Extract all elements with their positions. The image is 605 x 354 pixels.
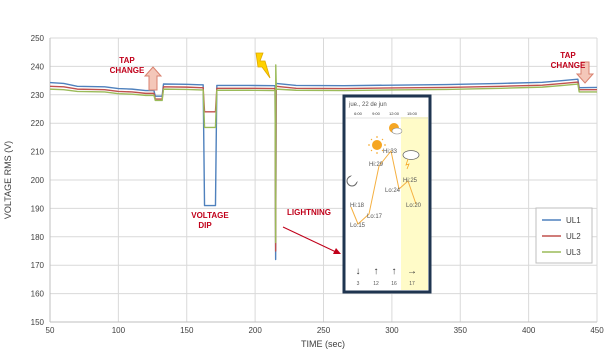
tap-change-label-2-line1: TAP <box>560 51 576 60</box>
x-tick-label: 100 <box>112 326 126 335</box>
wind-arrow-right-icon: → <box>407 266 417 277</box>
storm-cloud-icon <box>402 150 420 170</box>
wind-arrow-down-icon: ↓ <box>356 266 361 277</box>
legend-label-ul1: UL1 <box>566 216 581 225</box>
tap-change-annotation-2: TAP CHANGE <box>551 51 595 84</box>
y-tick-label: 240 <box>31 62 45 71</box>
lightning-pointer-arrow <box>282 226 337 253</box>
inset-time-4: 15:00 <box>407 111 418 116</box>
wind-arrow-up-icon: ↑ <box>374 266 379 277</box>
y-tick-label: 210 <box>31 148 45 157</box>
series-line-ul3 <box>50 64 597 244</box>
inset-wind-1: 3 <box>357 281 360 287</box>
inset-temperature-line <box>350 149 417 225</box>
x-tick-label: 300 <box>385 326 399 335</box>
wind-arrow-up-right-icon: ↑ <box>392 266 397 277</box>
tap-change-label-1-line1: TAP <box>119 56 135 65</box>
inset-time-3: 12:00 <box>389 111 400 116</box>
voltage-dip-annotation: VOLTAGE DIP <box>191 211 229 230</box>
x-tick-label: 450 <box>590 326 604 335</box>
inset-highlight-column <box>401 117 428 290</box>
x-tick-label: 400 <box>522 326 536 335</box>
x-tick-label: 350 <box>454 326 468 335</box>
lightning-label: LIGHTNING <box>287 208 331 217</box>
axes <box>49 38 597 323</box>
y-axis-label: VOLTAGE RMS (V) <box>3 141 13 219</box>
arrow-up-icon <box>143 66 163 91</box>
y-tick-label: 160 <box>31 290 45 299</box>
inset-label-hi-25: Hi:25 <box>403 178 418 184</box>
inset-date: jue., 22 de jun <box>348 102 387 108</box>
voltage-dip-label-line2: DIP <box>198 221 212 230</box>
y-tick-label: 170 <box>31 261 45 270</box>
inset-time-2: 9:00 <box>372 111 381 116</box>
inset-label-hi-18: Hi:18 <box>350 203 365 209</box>
x-tick-label: 150 <box>180 326 194 335</box>
weather-forecast-inset: jue., 22 de jun 6:00 9:00 12:00 15:00 <box>342 94 432 294</box>
inset-label-lo-20: Lo:20 <box>406 203 422 209</box>
x-tick-label: 200 <box>248 326 262 335</box>
inset-wind-4: 17 <box>409 281 415 287</box>
x-tick-label: 250 <box>317 326 331 335</box>
sun-icon <box>368 136 386 154</box>
inset-time-1: 6:00 <box>354 111 363 116</box>
legend-label-ul2: UL2 <box>566 232 581 241</box>
grid-lines <box>49 37 598 323</box>
x-axis-label: TIME (sec) <box>301 339 345 349</box>
series-line-ul1 <box>50 78 597 261</box>
lightning-annotation: LIGHTNING <box>282 208 341 254</box>
arrow-down-icon <box>575 61 595 84</box>
tap-change-annotation-1: TAP CHANGE <box>110 56 163 91</box>
inset-label-hi-29: Hi:29 <box>369 162 384 168</box>
series-lines <box>50 64 597 261</box>
y-tick-label: 190 <box>31 204 45 213</box>
y-tick-label: 220 <box>31 119 45 128</box>
arrowhead-icon <box>333 248 341 254</box>
y-tick-label: 250 <box>31 34 45 43</box>
y-tick-label: 200 <box>31 176 45 185</box>
y-tick-label: 180 <box>31 233 45 242</box>
inset-wind-3: 16 <box>391 281 397 287</box>
partly-cloudy-icon <box>389 123 403 135</box>
inset-label-lo-15: Lo:15 <box>350 223 366 229</box>
legend: UL1 UL2 UL3 <box>535 207 593 264</box>
tap-change-label-1-line2: CHANGE <box>110 66 145 75</box>
tap-change-label-2-line2: CHANGE <box>551 61 586 70</box>
inset-label-lo-17: Lo:17 <box>367 214 383 220</box>
voltage-dip-label-line1: VOLTAGE <box>191 211 229 220</box>
inset-label-lo-24: Lo:24 <box>385 188 401 194</box>
y-tick-labels: 150 160 170 180 190 200 210 220 230 240 250 <box>31 34 45 327</box>
y-tick-label: 150 <box>31 318 45 327</box>
lightning-icon <box>255 52 271 79</box>
y-tick-label: 230 <box>31 91 45 100</box>
x-tick-label: 50 <box>46 326 55 335</box>
inset-wind-2: 12 <box>373 281 379 287</box>
inset-label-hi-33: Hi:33 <box>383 149 398 155</box>
legend-label-ul3: UL3 <box>566 248 581 257</box>
moon-icon <box>346 175 358 187</box>
x-tick-labels: 50 100 150 200 250 300 350 400 450 <box>46 326 605 335</box>
